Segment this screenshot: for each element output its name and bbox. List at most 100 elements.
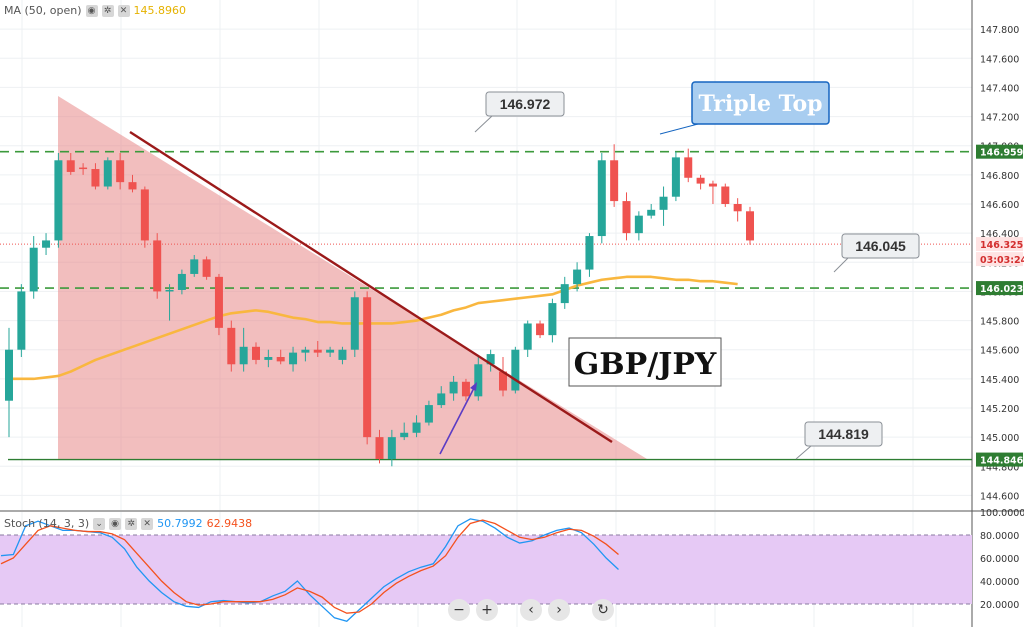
- candle: [338, 346, 347, 365]
- candle: [313, 340, 322, 357]
- candle-body: [573, 269, 582, 285]
- label-triple-top[interactable]: Triple Top: [659, 81, 830, 135]
- candle: [671, 151, 680, 202]
- label-triple-top-text: Triple Top: [698, 91, 822, 117]
- candle-body: [214, 276, 223, 328]
- level-price-badge-bg: [976, 144, 1023, 159]
- candle-body: [363, 297, 372, 438]
- label-146045[interactable]: 146.045: [833, 233, 920, 273]
- close-icon[interactable]: ✕: [141, 517, 154, 530]
- candle: [326, 346, 335, 357]
- stoch-axis-tick: 80.0000: [980, 531, 1019, 542]
- scroll-left-button[interactable]: ‹: [520, 599, 542, 621]
- level-price-badge: 146.023: [976, 281, 1023, 296]
- candle-body: [239, 346, 248, 365]
- candle: [597, 153, 606, 244]
- gear-icon[interactable]: ✲: [101, 4, 114, 17]
- candle: [659, 186, 668, 226]
- candle: [721, 183, 730, 207]
- candle-body: [54, 160, 63, 241]
- price-axis-tick: 145.000: [980, 433, 1019, 444]
- candle: [708, 180, 717, 204]
- candle-body: [486, 354, 495, 365]
- candle: [363, 291, 372, 445]
- eye-icon[interactable]: ◉: [109, 517, 122, 530]
- price-axis-tick: 146.800: [980, 171, 1019, 182]
- candle: [264, 349, 273, 368]
- candle-body: [190, 259, 199, 274]
- price-axis-tick: 145.400: [980, 375, 1019, 386]
- candle: [387, 429, 396, 467]
- arrow-line: [439, 387, 475, 455]
- candle-body: [79, 167, 88, 170]
- candle: [733, 198, 742, 222]
- ma-legend[interactable]: MA (50, open) ◉ ✲ ✕ 145.8960: [4, 4, 186, 17]
- current-price-badge-bg: [976, 237, 1023, 252]
- chevron-down-icon[interactable]: ⌄: [93, 517, 106, 530]
- candle-body: [671, 157, 680, 197]
- candle: [523, 320, 532, 357]
- candle: [42, 233, 51, 255]
- stoch-axis-tick: 40.0000: [980, 577, 1019, 588]
- candle: [461, 378, 470, 401]
- zoom-out-button[interactable]: −: [448, 599, 470, 621]
- level-price-badge-text: 146.959: [980, 148, 1023, 159]
- candle-body: [746, 211, 754, 241]
- candle-body: [42, 240, 51, 248]
- candle-body: [536, 323, 545, 336]
- symbol-label: GBP/JPY: [568, 337, 722, 387]
- gear-icon[interactable]: ✲: [125, 517, 138, 530]
- candle: [437, 386, 446, 408]
- candle: [5, 327, 13, 438]
- eye-icon[interactable]: ◉: [85, 4, 98, 17]
- candle: [91, 163, 100, 190]
- candle: [424, 400, 433, 426]
- candle-body: [103, 160, 112, 187]
- candle-body: [400, 432, 409, 438]
- price-axis-tick: 144.600: [980, 491, 1019, 502]
- label-146972-text: 146.972: [500, 96, 551, 112]
- stoch-axis-tick: 100.0000: [980, 508, 1024, 519]
- stoch-d-value: 62.9438: [206, 517, 253, 530]
- stoch-axis-tick: 60.0000: [980, 554, 1019, 565]
- candle-body: [140, 189, 149, 241]
- zoom-in-button[interactable]: +: [476, 599, 498, 621]
- annotation-labels[interactable]: 146.972 Triple Top 146.045 144.819 GBP/JPY: [474, 81, 920, 460]
- candle: [486, 349, 495, 372]
- horizontal-levels: [0, 150, 972, 461]
- price-axis[interactable]: 144.600 144.800 145.000 145.200 145.400 145.6…: [976, 25, 1024, 611]
- candles[interactable]: [5, 144, 754, 467]
- candle-body: [5, 349, 13, 401]
- label-144819[interactable]: 144.819: [795, 421, 883, 460]
- label-146972[interactable]: 146.972: [474, 91, 565, 133]
- moving-average: [9, 275, 738, 381]
- candle-body: [622, 201, 631, 234]
- candle: [560, 276, 569, 309]
- reset-chart-button[interactable]: ↻: [592, 599, 614, 621]
- candle-body: [424, 405, 433, 423]
- candle-body: [708, 183, 717, 187]
- candle: [622, 192, 631, 241]
- ma-legend-value: 145.8960: [133, 4, 187, 17]
- scroll-right-button[interactable]: ›: [548, 599, 570, 621]
- label-146045-text: 146.045: [855, 238, 906, 254]
- candle-body: [338, 349, 347, 360]
- candle: [177, 269, 186, 295]
- stoch-legend[interactable]: Stoch (14, 3, 3) ⌄ ◉ ✲ ✕ 50.7992 62.9438: [4, 517, 252, 530]
- candle: [499, 357, 507, 397]
- candle: [103, 157, 112, 190]
- candle: [610, 144, 619, 207]
- descending-trendline: [129, 130, 613, 444]
- price-axis-tick: 145.200: [980, 404, 1019, 415]
- candle-body: [66, 160, 75, 172]
- candle-body: [449, 381, 458, 394]
- candle: [400, 422, 409, 441]
- close-icon[interactable]: ✕: [117, 4, 130, 17]
- candle: [449, 375, 458, 401]
- candle: [54, 153, 63, 248]
- countdown-badge-text: 03:03:24: [980, 255, 1024, 266]
- label-triple-top-pointer: [659, 123, 699, 135]
- chart-navigation: − + ‹ › ↻: [448, 599, 614, 621]
- label-triple-top-box: [691, 81, 830, 125]
